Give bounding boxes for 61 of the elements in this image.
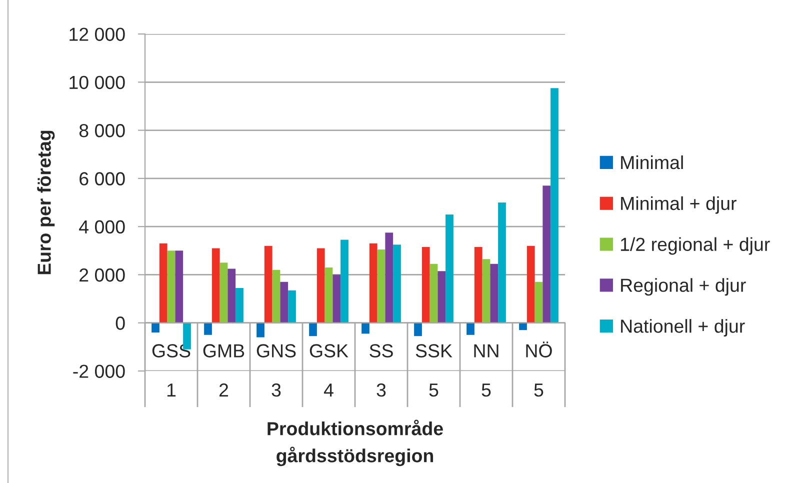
bar: [340, 240, 348, 323]
bar: [490, 264, 498, 323]
bar: [393, 244, 401, 323]
bar: [550, 88, 558, 323]
bar: [175, 250, 184, 323]
bar: [519, 322, 527, 330]
bar: [228, 268, 236, 323]
bar: [256, 322, 264, 338]
bar: [526, 246, 535, 323]
bar: [167, 250, 176, 323]
category-label: NN 5: [474, 344, 498, 397]
y-tick-label: 10 000: [70, 76, 125, 90]
y-tick-label: 4 000: [79, 220, 125, 234]
y-tick-label: 2 000: [80, 268, 125, 282]
bar: [422, 247, 430, 323]
bar: [220, 262, 228, 323]
y-tick-label: -2 000: [73, 364, 125, 378]
bar: [362, 322, 370, 334]
bar: [212, 248, 220, 323]
bar: [534, 282, 543, 323]
bar: [332, 274, 341, 323]
category-label: GSK 4: [310, 344, 348, 396]
bar: [430, 264, 438, 323]
category-label: GNS 3: [256, 344, 296, 397]
bar: [272, 270, 280, 323]
bar: [309, 322, 317, 336]
legend-label: Regional + djur: [621, 278, 746, 296]
x-axis-title: Produktionsområde gårdsstödsregion: [268, 420, 443, 466]
legend-label: Nationell + djur: [621, 319, 745, 337]
bar: [288, 290, 296, 323]
bar: [482, 259, 490, 323]
bar: [498, 202, 506, 323]
category-label: NÖ 5: [526, 342, 552, 397]
category-label: SS 3: [370, 344, 393, 397]
legend-label: Minimal + djur: [621, 196, 736, 214]
bar: [316, 248, 325, 323]
bar: [236, 288, 244, 323]
bar: [159, 243, 168, 323]
legend-label: Minimal: [621, 155, 683, 170]
bar: [264, 246, 272, 323]
y-tick-label: 12 000: [70, 28, 125, 41]
category-label: SSK 5: [416, 344, 452, 397]
bar: [152, 322, 160, 332]
bar: [385, 232, 394, 323]
bar: [466, 322, 474, 335]
y-axis-title: Euro per företag: [37, 130, 55, 274]
legend-label: 1/2 regional + djur: [620, 237, 770, 255]
y-tick-label: 0: [116, 316, 125, 330]
y-tick-label: 6 000: [80, 172, 125, 186]
category-label: GMB 2: [203, 344, 244, 396]
bar: [474, 247, 482, 323]
bar: [204, 322, 212, 335]
bar: [446, 214, 454, 323]
y-tick-label: 8 000: [79, 124, 125, 138]
bar: [280, 282, 288, 323]
bar: [369, 243, 378, 323]
bar: [377, 249, 386, 323]
bar: [414, 322, 422, 336]
bar: [438, 271, 446, 323]
bar: [324, 267, 333, 323]
bar: [542, 186, 551, 323]
